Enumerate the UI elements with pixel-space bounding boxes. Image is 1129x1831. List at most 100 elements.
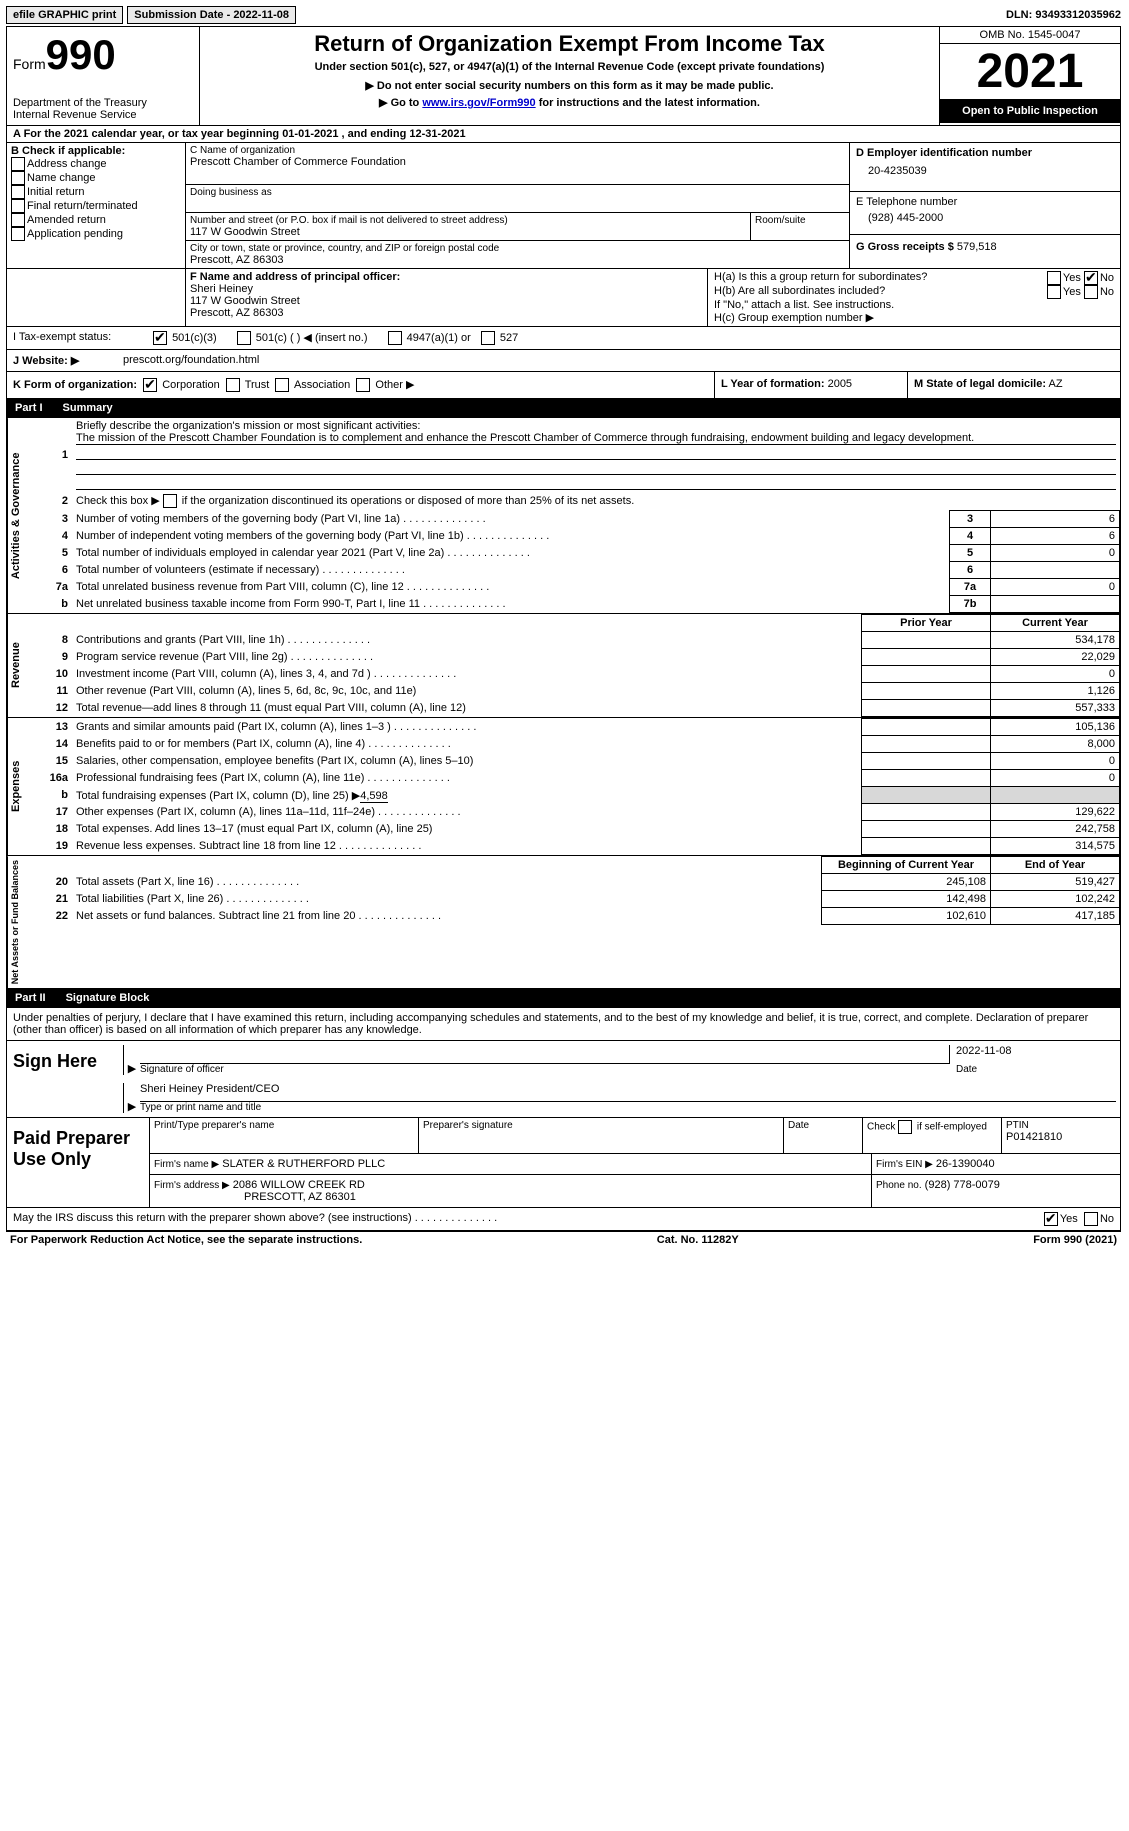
cb-discontinued[interactable] [163,494,177,508]
efile-print-button[interactable]: efile GRAPHIC print [6,6,123,24]
l7a-val: 0 [991,579,1120,596]
return-title: Return of Organization Exempt From Incom… [204,31,935,57]
dln-label: DLN: 93493312035962 [1006,9,1121,21]
firm-addr-label: Firm's address ▶ [154,1180,230,1191]
box-f-label: F Name and address of principal officer: [190,271,703,283]
dba-label: Doing business as [190,187,845,198]
l22-end: 417,185 [991,908,1120,925]
website-row: J Website: ▶ prescott.org/foundation.htm… [6,350,1121,372]
cb-527[interactable]: 527 [481,331,518,345]
note-ssn: ▶ Do not enter social security numbers o… [204,79,935,92]
cb-501c3[interactable]: 501(c)(3) [153,331,217,345]
sign-here-block: Sign Here ▶ 2022-11-08 Signature of offi… [6,1041,1121,1118]
box-j-label: J Website: ▶ [13,354,123,367]
box-m-label: M State of legal domicile: [914,378,1046,390]
discuss-yes[interactable]: Yes [1044,1212,1078,1226]
cb-final-return[interactable]: Final return/terminated [11,199,181,213]
l6-label: Total number of volunteers (estimate if … [72,562,950,579]
cb-corp[interactable]: Corporation [143,379,220,391]
officer-name: Sheri Heiney [190,283,703,295]
l20-begin: 245,108 [822,874,991,891]
cb-amended-return[interactable]: Amended return [11,213,181,227]
l14-label: Benefits paid to or for members (Part IX… [72,736,862,753]
form-header: Form990 Department of the Treasury Inter… [6,26,1121,126]
l18-val: 242,758 [991,821,1120,838]
box-c-label: C Name of organization [190,145,845,156]
name-arrow-icon: ▶ [123,1083,140,1113]
l20-end: 519,427 [991,874,1120,891]
perjury-text: Under penalties of perjury, I declare th… [6,1008,1121,1041]
l7b-label: Net unrelated business taxable income fr… [72,596,950,613]
firm-addr1: 2086 WILLOW CREEK RD [233,1179,365,1191]
l22-begin: 102,610 [822,908,991,925]
irs-link[interactable]: www.irs.gov/Form990 [422,97,535,109]
l11-label: Other revenue (Part VIII, column (A), li… [72,683,862,700]
hc-label: H(c) Group exemption number ▶ [714,311,1114,324]
cb-name-change[interactable]: Name change [11,171,181,185]
l19-val: 314,575 [991,838,1120,855]
klm-row: K Form of organization: Corporation Trus… [6,372,1121,399]
l21-label: Total liabilities (Part X, line 26) [72,891,822,908]
print-name-label: Print/Type preparer's name [154,1120,414,1131]
prep-sig-label: Preparer's signature [423,1120,779,1131]
box-b-label: B Check if applicable: [11,145,181,157]
cb-trust[interactable]: Trust [226,379,270,391]
cb-self-employed[interactable] [898,1120,912,1134]
l22-label: Net assets or fund balances. Subtract li… [72,908,822,925]
hb-note: If "No," attach a list. See instructions… [714,299,1114,311]
l19-label: Revenue less expenses. Subtract line 18 … [72,838,862,855]
room-label: Room/suite [755,215,845,226]
l12-val: 557,333 [991,700,1120,717]
l16b-label: Total fundraising expenses (Part IX, col… [72,787,862,804]
street-value: 117 W Goodwin Street [190,226,746,238]
street-label: Number and street (or P.O. box if mail i… [190,215,746,226]
ptin-value: P01421810 [1006,1131,1116,1143]
omb-label: OMB No. 1545-0047 [940,27,1120,44]
hb-no[interactable]: No [1084,285,1114,299]
cb-other[interactable]: Other ▶ [356,379,414,391]
l6-val [991,562,1120,579]
l5-val: 0 [991,545,1120,562]
ha-yes[interactable]: Yes [1047,271,1081,285]
ein-value: 20-4235039 [856,165,1114,177]
type-name-label: Type or print name and title [140,1102,1116,1113]
begin-year-header: Beginning of Current Year [822,857,991,874]
paid-preparer-block: Paid Preparer Use Only Print/Type prepar… [6,1118,1121,1208]
sig-arrow-icon: ▶ [123,1045,140,1075]
org-name: Prescott Chamber of Commerce Foundation [190,156,845,168]
l17-label: Other expenses (Part IX, column (A), lin… [72,804,862,821]
ha-no[interactable]: No [1084,271,1114,285]
vlabel-net: Net Assets or Fund Balances [7,856,36,988]
l13-label: Grants and similar amounts paid (Part IX… [72,719,862,736]
sig-officer-label: Signature of officer [140,1064,956,1075]
l13-val: 105,136 [991,719,1120,736]
officer-name-title: Sheri Heiney President/CEO [140,1083,1116,1102]
l16a-label: Professional fundraising fees (Part IX, … [72,770,862,787]
l7a-label: Total unrelated business revenue from Pa… [72,579,950,596]
cb-4947[interactable]: 4947(a)(1) or [388,331,471,345]
cb-address-change[interactable]: Address change [11,157,181,171]
l18-label: Total expenses. Add lines 13–17 (must eq… [72,821,862,838]
firm-phone: (928) 778-0079 [925,1179,1000,1191]
l4-val: 6 [991,528,1120,545]
paperwork-notice: For Paperwork Reduction Act Notice, see … [10,1234,362,1246]
net-assets-block: Net Assets or Fund Balances Beginning of… [6,856,1121,989]
cb-application-pending[interactable]: Application pending [11,227,181,241]
expenses-block: Expenses 13Grants and similar amounts pa… [6,718,1121,856]
l3-val: 6 [991,511,1120,528]
prep-date-label: Date [788,1120,858,1131]
l1-label: Briefly describe the organization's miss… [76,420,420,432]
subtitle: Under section 501(c), 527, or 4947(a)(1)… [204,61,935,73]
sig-date-label: Date [956,1064,1116,1075]
discuss-no[interactable]: No [1084,1212,1114,1226]
cb-501c[interactable]: 501(c) ( ) ◀ (insert no.) [237,331,368,345]
cb-assoc[interactable]: Association [275,379,350,391]
l2-text: Check this box ▶ if the organization dis… [72,492,1120,511]
firm-ein: 26-1390040 [936,1158,995,1170]
open-public-box: Open to Public Inspection [940,99,1120,123]
sign-here-label: Sign Here [7,1041,119,1117]
cb-initial-return[interactable]: Initial return [11,185,181,199]
box-k-label: K Form of organization: [13,379,137,391]
state-domicile: AZ [1048,378,1062,390]
hb-yes[interactable]: Yes [1047,285,1081,299]
